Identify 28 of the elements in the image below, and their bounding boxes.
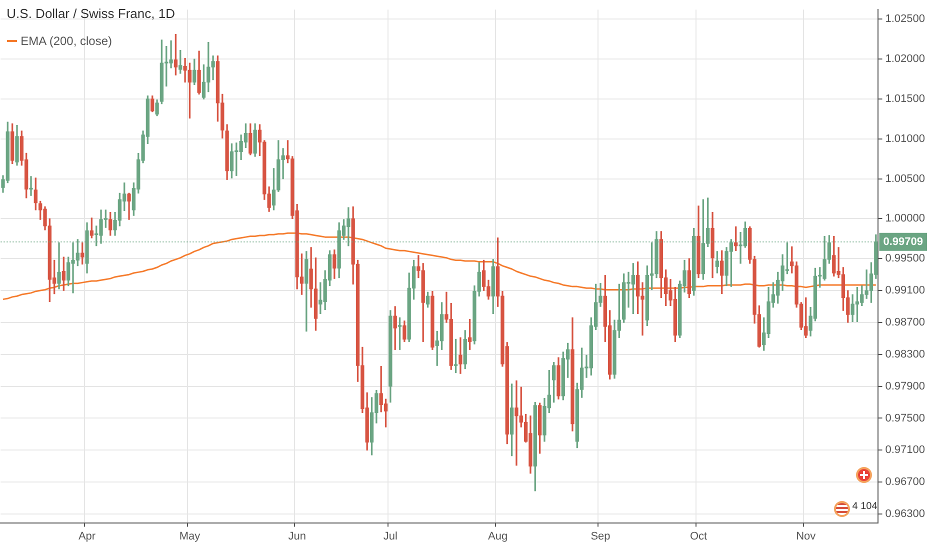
y-tick-label: 1.01000	[885, 132, 926, 145]
y-tick-label: 0.96700	[885, 476, 926, 488]
legend-label: EMA (200, close)	[20, 34, 112, 48]
chart-title: U.S. Dollar / Swiss Franc, 1D	[6, 6, 175, 21]
y-tick-label: 1.00000	[885, 212, 926, 225]
y-tick-label: 0.99500	[885, 252, 926, 265]
y-tick-label: 1.02500	[885, 13, 926, 26]
x-tick-label: Sep	[590, 530, 610, 542]
x-tick-label: Apr	[78, 530, 96, 542]
x-tick-label: Oct	[690, 530, 708, 542]
annotation: 4 104	[852, 500, 878, 512]
y-tick-label: 0.98700	[885, 316, 926, 328]
y-tick-label: 0.97900	[885, 380, 926, 392]
x-tick-label: Jun	[288, 530, 306, 542]
y-tick-label: 1.00500	[885, 172, 926, 185]
y-tick-label: 0.96300	[885, 508, 926, 520]
x-tick-label: Jul	[383, 530, 398, 542]
x-tick-label: Nov	[796, 530, 816, 542]
y-tick-label: 0.97100	[885, 444, 926, 456]
y-tick-label: 0.98300	[885, 348, 926, 360]
candlestick	[29, 176, 33, 196]
y-tick-label: 0.97500	[885, 412, 926, 424]
y-tick-label: 1.01500	[885, 93, 926, 106]
x-tick-label: Aug	[488, 530, 508, 542]
y-tick-label: 1.02000	[885, 53, 926, 66]
x-tick-label: May	[179, 530, 201, 542]
y-tick-label: 0.99100	[885, 284, 926, 297]
ref-line-label: 0.99709	[883, 236, 924, 248]
